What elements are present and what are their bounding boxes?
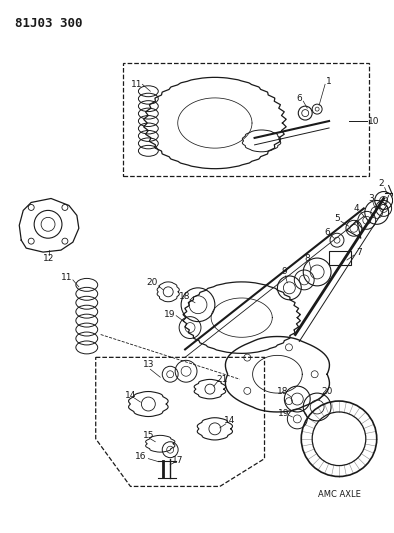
Text: 4: 4 (354, 204, 360, 213)
Text: 10: 10 (368, 117, 379, 126)
Text: 2: 2 (378, 179, 384, 188)
Text: 18: 18 (179, 292, 191, 301)
Text: 6: 6 (296, 94, 302, 103)
Text: 19: 19 (278, 409, 289, 418)
Text: 7: 7 (356, 248, 362, 256)
Text: 8: 8 (304, 254, 310, 263)
Text: 81J03 300: 81J03 300 (15, 17, 83, 30)
Text: 5: 5 (334, 214, 340, 223)
Text: 11: 11 (61, 273, 72, 282)
Text: 20: 20 (147, 278, 158, 287)
Text: 17: 17 (173, 456, 184, 465)
Text: 9: 9 (281, 268, 287, 277)
Text: 14: 14 (224, 416, 236, 425)
Text: 12: 12 (43, 254, 55, 263)
Text: 19: 19 (164, 310, 176, 319)
Text: 6: 6 (324, 228, 330, 237)
Text: 16: 16 (135, 452, 146, 461)
Text: 20: 20 (322, 386, 333, 395)
Text: 14: 14 (125, 391, 136, 400)
Text: AMC AXLE: AMC AXLE (318, 490, 361, 499)
Text: 13: 13 (143, 360, 154, 369)
Text: 15: 15 (143, 431, 154, 440)
Text: 1: 1 (326, 77, 332, 86)
Text: 3: 3 (368, 194, 374, 203)
Text: 21: 21 (216, 375, 227, 384)
Text: 18: 18 (277, 386, 288, 395)
Text: 11: 11 (131, 80, 142, 89)
